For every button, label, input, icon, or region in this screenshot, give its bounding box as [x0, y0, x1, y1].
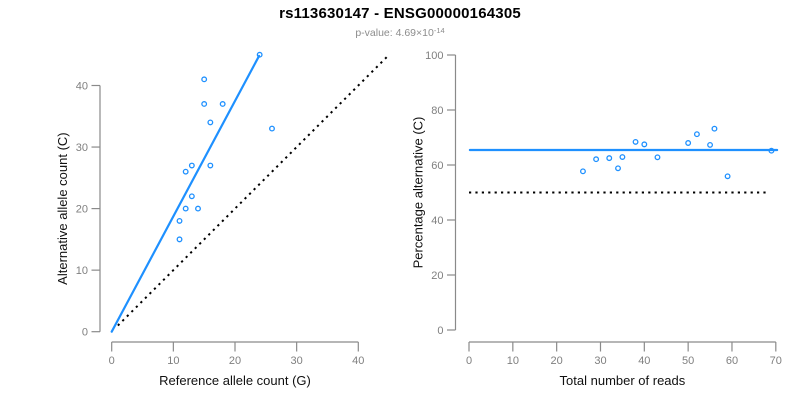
y-tick-label: 80: [431, 105, 443, 117]
y-tick-label: 100: [425, 50, 443, 62]
x-tick-label: 60: [726, 355, 738, 367]
data-point: [176, 236, 183, 243]
y-axis-title: Percentage alternative (C): [411, 117, 426, 269]
data-point: [219, 101, 226, 107]
data-point: [207, 119, 214, 126]
data-point: [201, 101, 208, 107]
data-point: [195, 205, 201, 212]
scatter-plot-allele-counts: 0 10 20 30 40 0 10 20 30 40 Reference allele count…: [55, 51, 390, 388]
x-tick-label: 30: [291, 355, 303, 367]
data-point: [632, 138, 639, 145]
x-tick-label: 40: [638, 355, 650, 367]
data-point: [269, 125, 275, 132]
data-point: [641, 141, 648, 148]
y-tick-label: 40: [76, 80, 88, 92]
data-point: [256, 51, 263, 58]
x-tick-label: 20: [551, 355, 563, 367]
x-tick-label: 70: [770, 355, 782, 367]
y-tick-label: 60: [431, 160, 443, 172]
y-axis-title: Alternative allele count (C): [55, 132, 70, 284]
y-tick-label: 20: [431, 270, 443, 282]
scatter-plot-percentage-alternative: 0 20 40 60 80 100 0 10 20 30 40 50 60 70 Total number …: [411, 50, 782, 388]
data-point: [201, 76, 208, 83]
y-tick-label: 0: [82, 327, 88, 339]
data-point: [768, 147, 775, 154]
data-point: [207, 162, 214, 169]
x-tick-label: 10: [507, 355, 519, 367]
y-tick-label: 30: [76, 142, 88, 154]
data-point: [580, 168, 586, 175]
data-point: [654, 154, 661, 161]
x-tick-label: 0: [109, 355, 115, 367]
x-tick-label: 50: [682, 355, 694, 367]
data-point: [606, 155, 613, 162]
identity-line: [117, 54, 390, 327]
y-tick-label: 10: [76, 265, 88, 277]
data-point: [724, 173, 731, 180]
data-point: [619, 154, 626, 160]
data-point: [707, 141, 714, 148]
x-tick-label: 20: [229, 355, 241, 367]
data-point: [593, 156, 600, 163]
y-tick-label: 40: [431, 215, 443, 227]
data-point: [693, 131, 700, 138]
data-point: [711, 125, 718, 132]
x-axis-title: Total number of reads: [560, 373, 686, 388]
x-tick-label: 30: [594, 355, 606, 367]
data-point: [188, 162, 195, 169]
y-tick-label: 20: [76, 203, 88, 215]
data-point: [182, 205, 189, 212]
x-tick-label: 10: [167, 355, 179, 367]
data-point: [182, 168, 189, 175]
data-point: [188, 193, 195, 200]
fit-line: [110, 54, 261, 333]
x-tick-label: 0: [466, 355, 472, 367]
data-point: [615, 165, 621, 172]
x-tick-label: 40: [352, 355, 364, 367]
y-tick-label: 0: [437, 325, 443, 337]
data-point: [685, 140, 692, 146]
x-axis-title: Reference allele count (G): [159, 373, 311, 388]
data-point: [176, 217, 183, 224]
